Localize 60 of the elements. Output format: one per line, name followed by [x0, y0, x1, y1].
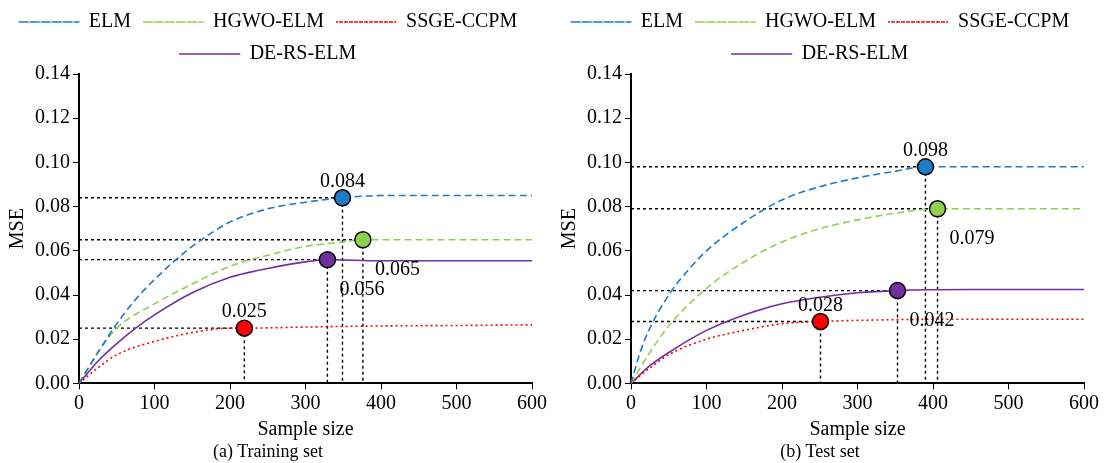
data-label: 0.042: [909, 307, 955, 330]
y-tick-label: 0.06: [587, 238, 622, 261]
legend-label: HGWO-ELM: [764, 9, 877, 32]
point: [354, 231, 372, 249]
data-label: 0.084: [319, 169, 365, 192]
legend-label: SSGE-CCPM: [406, 9, 518, 32]
y-tick-label: 0.00: [587, 370, 622, 393]
legend-label: DE-RS-ELM: [801, 41, 909, 64]
legend-label: SSGE-CCPM: [958, 9, 1070, 32]
x-tick-label: 400: [918, 390, 948, 413]
x-tick-label: 500: [441, 390, 472, 413]
legend-label: ELM: [88, 9, 132, 32]
y-tick-label: 0.02: [587, 326, 622, 349]
x-tick-label: 200: [767, 390, 797, 413]
y-tick-label: 0.02: [35, 326, 70, 349]
x-tick-label: 500: [993, 390, 1024, 413]
y-tick-label: 0.04: [35, 282, 70, 305]
legend-label: ELM: [640, 9, 684, 32]
data-label: 0.056: [339, 276, 385, 299]
point: [235, 319, 254, 337]
y-axis-title: MSE: [5, 208, 28, 250]
y-axis-title: MSE: [557, 208, 580, 250]
x-tick-label: 100: [691, 390, 722, 413]
data-label: 0.098: [902, 138, 948, 161]
y-tick-label: 0.10: [35, 149, 70, 172]
y-tick-label: 0.04: [587, 282, 622, 305]
point: [888, 281, 907, 300]
x-tick-label: 300: [290, 390, 321, 413]
y-tick-label: 0.08: [587, 193, 622, 216]
x-tick-label: 0: [626, 390, 636, 413]
x-tick-label: 200: [215, 390, 245, 413]
x-axis-title: Sample size: [809, 416, 906, 440]
y-tick-label: 0.08: [35, 193, 70, 216]
legend-label: DE-RS-ELM: [249, 41, 357, 64]
legend-label: HGWO-ELM: [212, 9, 325, 32]
y-tick-label: 0.00: [35, 370, 70, 393]
point: [333, 189, 352, 207]
data-label: 0.028: [798, 292, 844, 315]
x-tick-label: 600: [517, 390, 547, 413]
data-label: 0.025: [221, 299, 267, 322]
y-tick-label: 0.10: [587, 149, 622, 172]
x-axis-title: Sample size: [257, 416, 354, 440]
x-tick-label: 400: [366, 390, 396, 413]
point: [928, 200, 947, 218]
text: (b) Test set: [780, 440, 860, 462]
data-label: 0.065: [374, 257, 420, 279]
point: [811, 312, 830, 331]
text: (a) Training set: [213, 440, 323, 462]
y-tick-label: 0.14: [35, 61, 70, 84]
x-tick-label: 600: [1069, 390, 1099, 413]
point: [916, 158, 935, 176]
x-tick-label: 100: [139, 390, 170, 413]
x-tick-label: 300: [842, 390, 873, 413]
point: [318, 250, 337, 269]
y-tick-label: 0.14: [587, 61, 622, 84]
x-tick-label: 0: [74, 390, 84, 413]
y-tick-label: 0.12: [35, 105, 70, 128]
data-label: 0.079: [949, 226, 995, 249]
y-tick-label: 0.12: [587, 105, 622, 128]
y-tick-label: 0.06: [35, 238, 70, 261]
